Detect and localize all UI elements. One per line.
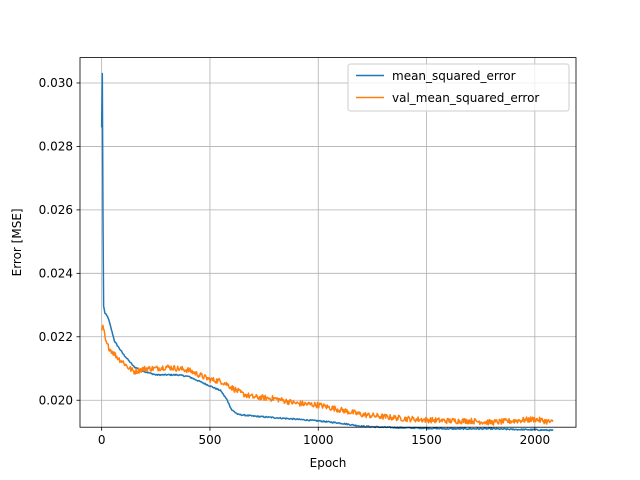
series-line-mean-squared-error: [100, 72, 554, 432]
x-tick-label: 1500: [411, 433, 442, 447]
legend: mean_squared_error val_mean_squared_erro…: [347, 63, 570, 112]
y-axis-label: Error [MSE]: [10, 208, 24, 276]
x-axis-label: Epoch: [310, 456, 347, 470]
x-tick-label: 1000: [303, 433, 334, 447]
y-tick-label: 0.028: [39, 140, 73, 154]
y-tick-label: 0.024: [39, 267, 73, 281]
legend-box: [347, 63, 570, 112]
y-tick-label: 0.020: [39, 393, 73, 407]
legend-label-mse: mean_squared_error: [392, 69, 516, 83]
x-axis: 0 500 1000 1500 2000: [98, 427, 550, 447]
plot-frame: [79, 57, 577, 428]
y-axis: 0.020 0.022 0.024 0.026 0.028 0.030: [39, 76, 80, 407]
y-tick-label: 0.022: [39, 330, 73, 344]
x-tick-label: 500: [199, 433, 222, 447]
series-layer: [100, 72, 554, 432]
x-tick-label: 0: [98, 433, 106, 447]
y-tick-label: 0.030: [39, 76, 73, 90]
series-line-val-mean-squared-error: [100, 324, 554, 426]
legend-label-val-mse: val_mean_squared_error: [392, 91, 539, 105]
y-tick-label: 0.026: [39, 203, 73, 217]
x-tick-label: 2000: [520, 433, 551, 447]
